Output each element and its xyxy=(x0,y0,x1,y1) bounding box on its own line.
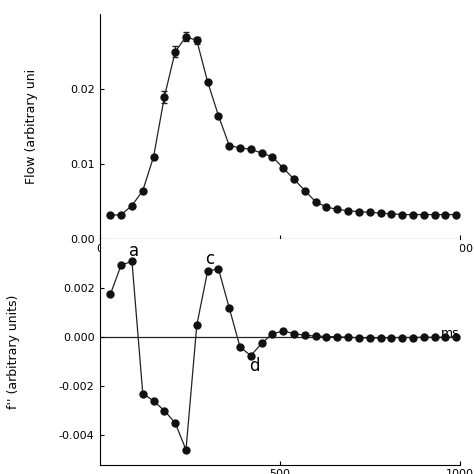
Text: d: d xyxy=(249,357,260,375)
Text: c: c xyxy=(205,249,214,267)
Text: a: a xyxy=(129,242,139,260)
Y-axis label: f'' (arbitrary units): f'' (arbitrary units) xyxy=(7,295,20,409)
Y-axis label: Flow (arbitrary uni: Flow (arbitrary uni xyxy=(25,69,38,184)
Text: ms: ms xyxy=(441,280,460,293)
Text: ms: ms xyxy=(441,328,460,340)
